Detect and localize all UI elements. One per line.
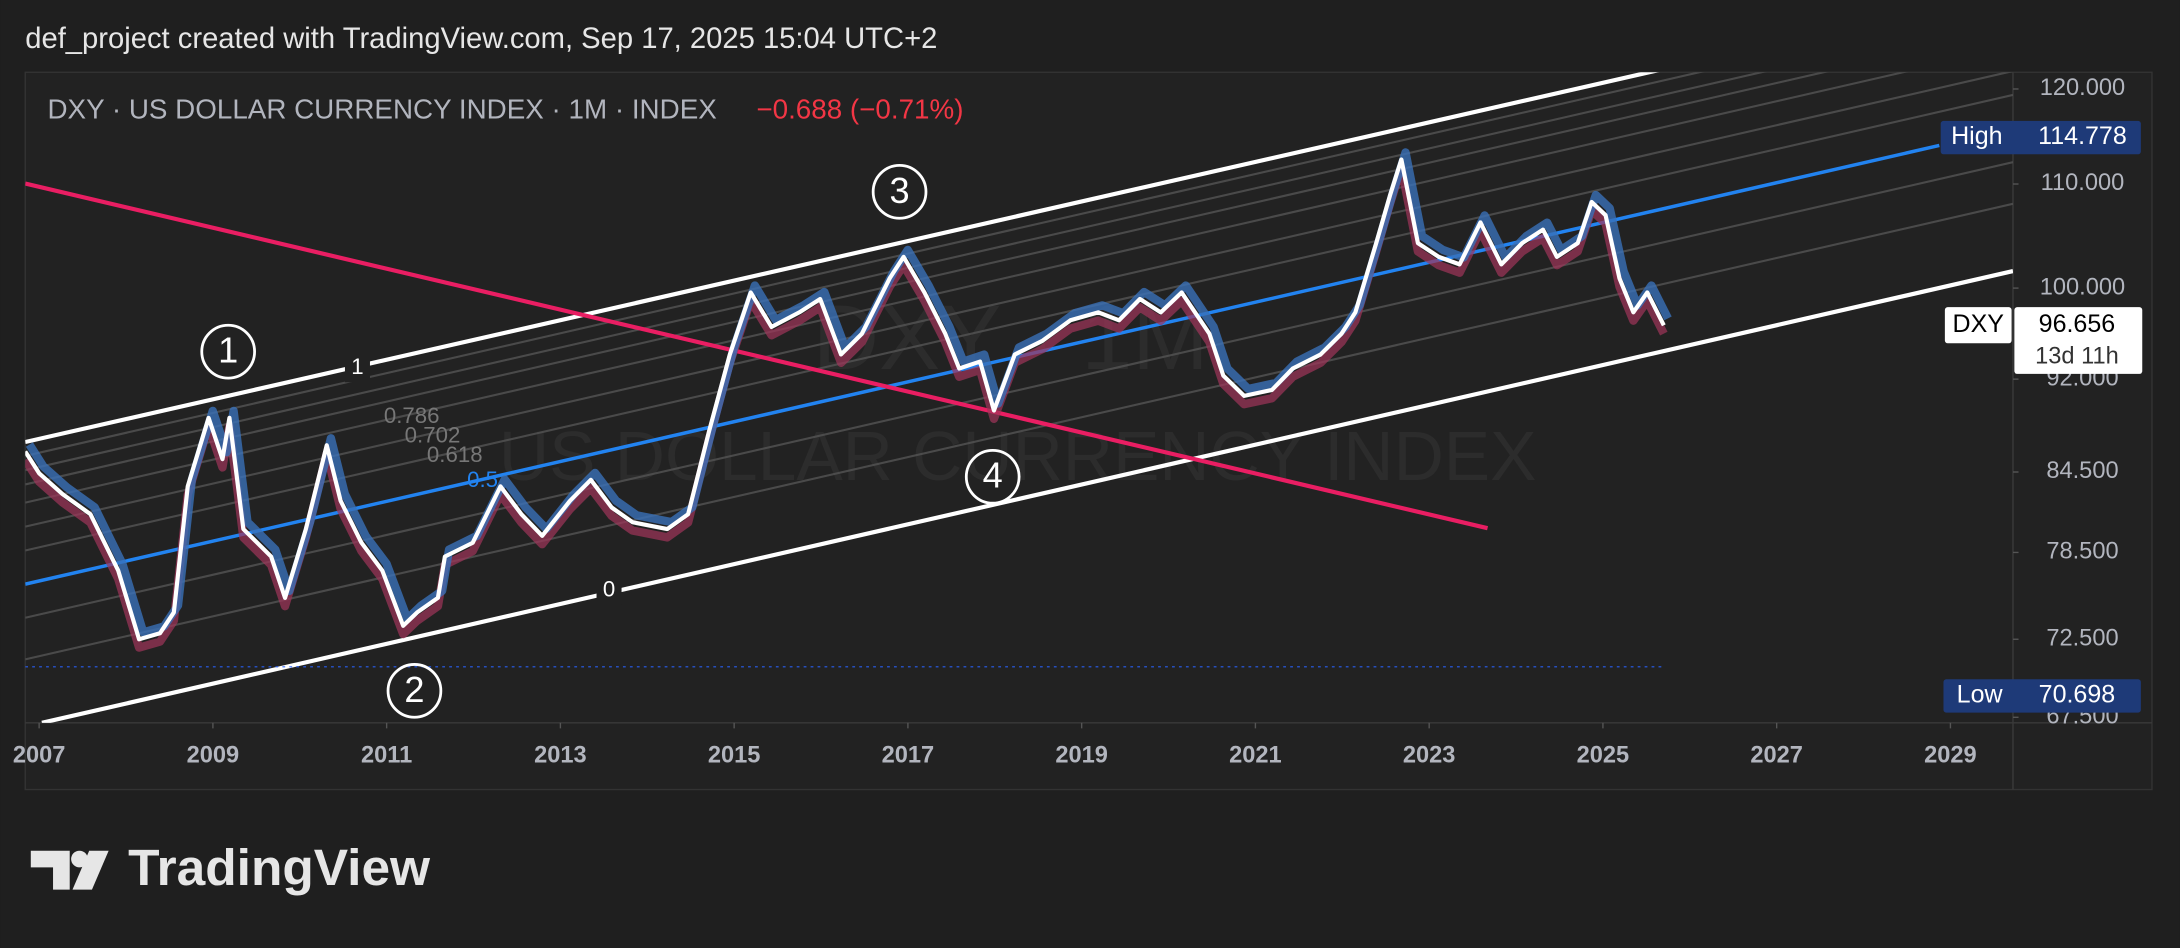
fib-line — [25, 202, 2013, 661]
last-price: 96.656 — [2039, 310, 2116, 338]
logo-mark — [71, 850, 88, 868]
fib-line — [25, 72, 1908, 504]
last-price-bg — [2014, 307, 2143, 374]
x-tick-label: 2021 — [1229, 742, 1282, 768]
high-value: 114.778 — [2038, 122, 2127, 150]
high-label-bg — [1940, 120, 2141, 155]
x-tick-label: 2029 — [1924, 742, 1977, 768]
x-tick-label: 2009 — [187, 742, 240, 768]
fib-line — [25, 72, 1829, 486]
high-label: High — [1951, 122, 2002, 150]
price-change: −0.688 (−0.71%) — [756, 94, 963, 125]
symbol-title: DXY · US DOLLAR CURRENCY INDEX · 1M · IN… — [47, 94, 716, 125]
y-tick-label: 120.000 — [2040, 75, 2125, 101]
low-value: 70.698 — [2039, 681, 2116, 709]
last-symbol-bg — [1944, 307, 2012, 344]
x-tick-label: 2017 — [882, 742, 935, 768]
level-label: 0 — [603, 577, 615, 602]
chart-panel — [24, 71, 2153, 791]
x-tick-label: 2015 — [708, 742, 761, 768]
logo-mark — [72, 850, 109, 890]
level-label: 0.702 — [405, 422, 461, 447]
wave-circle — [200, 323, 256, 380]
logo-text: TradingView — [128, 838, 431, 896]
plot-area: DXY · 1M US DOLLAR CURRENCY INDEX 10.786… — [25, 72, 2013, 723]
wave-circle — [871, 164, 928, 220]
wave-circle — [964, 448, 1021, 505]
level-label-bg — [344, 354, 370, 383]
series-line — [25, 157, 1666, 642]
x-tick-label: 2023 — [1403, 742, 1456, 768]
fib-line — [25, 72, 1766, 472]
wave-label: 3 — [890, 170, 910, 211]
x-tick-label: 2013 — [534, 742, 587, 768]
channel-upper — [25, 72, 1659, 445]
channel-lower — [41, 269, 2013, 723]
level-label-bg — [596, 576, 622, 605]
wave-circle — [386, 663, 443, 719]
y-tick-label: 72.500 — [2046, 626, 2118, 652]
last-symbol: DXY — [1953, 310, 2005, 338]
fib-line — [25, 72, 2013, 528]
y-tick-label: 78.500 — [2046, 539, 2118, 565]
wave-label: 2 — [404, 669, 424, 710]
trend-line — [25, 181, 1489, 531]
x-tick-label: 2025 — [1577, 742, 1630, 768]
logo: TradingView — [30, 838, 431, 896]
y-tick-label: 84.500 — [2046, 458, 2118, 484]
series-shadow-low — [25, 163, 1668, 652]
countdown: 13d 11h — [2035, 343, 2119, 369]
level-label: 0.618 — [427, 442, 483, 467]
y-tick-label: 100.000 — [2040, 274, 2125, 300]
wave-label: 1 — [218, 330, 238, 371]
level-label: 0.5 — [467, 467, 498, 492]
logo-mark — [30, 850, 70, 890]
x-tick-label: 2019 — [1055, 742, 1108, 768]
fib-line — [25, 93, 2013, 552]
y-tick-label: 110.000 — [2041, 170, 2125, 196]
x-tick-label: 2007 — [13, 742, 66, 768]
level-label: 0.786 — [384, 403, 440, 428]
level-label: 1 — [351, 354, 363, 379]
low-label-bg — [1943, 679, 2141, 713]
x-tick-label: 2011 — [361, 742, 412, 768]
x-tick-label: 2027 — [1750, 742, 1803, 768]
low-label: Low — [1957, 681, 2004, 709]
header: def_project created with TradingView.com… — [25, 23, 937, 55]
wave-label: 4 — [983, 455, 1003, 496]
